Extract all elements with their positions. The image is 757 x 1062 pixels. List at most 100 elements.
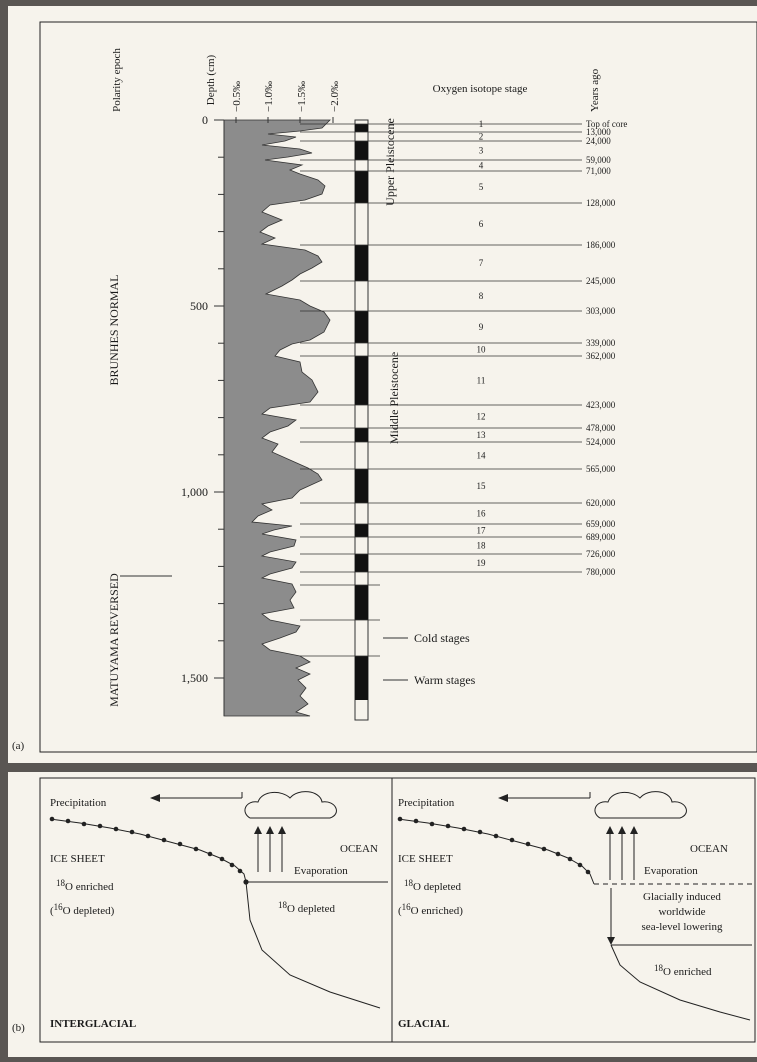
stage-years-label: 339,000 bbox=[586, 338, 616, 348]
years-header: Years ago bbox=[589, 68, 601, 112]
stage-number: 17 bbox=[477, 526, 487, 536]
cold-stage-bar bbox=[355, 524, 368, 537]
stage-years-label: 620,000 bbox=[586, 498, 616, 508]
cold-stage-bar bbox=[355, 245, 368, 281]
ig-ice-label: ICE SHEET bbox=[50, 853, 105, 865]
stage-number: 10 bbox=[477, 345, 487, 355]
upper-pleistocene-label: Upper Pleistocene bbox=[383, 118, 397, 206]
stage-years-label: Top of core bbox=[586, 119, 627, 129]
stage-number: 8 bbox=[479, 291, 484, 301]
stage-number: 2 bbox=[479, 132, 484, 142]
gl-sea-text-3: sea-level lowering bbox=[642, 921, 723, 933]
ig-title: INTERGLACIAL bbox=[50, 1018, 136, 1030]
isotope-tick-2: −1.5‰ bbox=[296, 81, 308, 112]
stage-years-label: 59,000 bbox=[586, 155, 611, 165]
matuyama-label: MATUYAMA REVERSED bbox=[107, 573, 121, 707]
gl-ocean-iso: 18O enriched bbox=[654, 963, 712, 978]
isotope-tick-3: −2.0‰ bbox=[329, 81, 341, 112]
stage-years-label: 13,000 bbox=[586, 127, 611, 137]
stage-years-label: 128,000 bbox=[586, 198, 616, 208]
ig-ice-dots bbox=[49, 816, 249, 885]
cold-stage-bar bbox=[355, 428, 368, 442]
stage-header: Oxygen isotope stage bbox=[433, 83, 528, 95]
cold-stage-bar bbox=[355, 656, 368, 700]
stage-number: 15 bbox=[477, 481, 487, 491]
gl-sea-text-2: worldwide bbox=[658, 906, 705, 918]
isotope-tick-1: −1.0‰ bbox=[263, 81, 275, 112]
gl-evap-label: Evaporation bbox=[644, 865, 698, 877]
isotope-tick-0: −0.5‰ bbox=[231, 81, 243, 112]
stage-years-label: 780,000 bbox=[586, 567, 616, 577]
stage-number: 4 bbox=[479, 161, 484, 171]
gl-title: GLACIAL bbox=[398, 1018, 449, 1030]
panel-b-paper bbox=[8, 772, 757, 1057]
ig-evap-arrow-3 bbox=[278, 826, 286, 834]
isotope-tick-marks bbox=[235, 117, 334, 123]
legend-cold-label: Cold stages bbox=[414, 631, 470, 645]
stage-number: 18 bbox=[477, 541, 487, 551]
gl-ice-label: ICE SHEET bbox=[398, 853, 453, 865]
gl-sea-lowering-arrow bbox=[607, 937, 615, 945]
cold-stage-bar bbox=[355, 469, 368, 503]
ig-precip-label: Precipitation bbox=[50, 797, 107, 809]
stage-number: 1 bbox=[479, 119, 484, 129]
stage-years-label: 689,000 bbox=[586, 532, 616, 542]
panel-a-label: (a) bbox=[12, 740, 25, 752]
isotope-curve bbox=[223, 119, 331, 717]
gl-seafloor bbox=[610, 944, 751, 1021]
stage-years-label: 362,000 bbox=[586, 351, 616, 361]
ig-seafloor bbox=[245, 881, 381, 1009]
stage-number: 3 bbox=[479, 146, 484, 156]
ig-evap-arrow-2 bbox=[266, 826, 274, 834]
legend-warm-label: Warm stages bbox=[414, 673, 476, 687]
gl-ice-dots bbox=[397, 816, 591, 875]
cold-stage-bar bbox=[355, 171, 368, 203]
gl-ocean-label: OCEAN bbox=[690, 843, 728, 855]
polarity-column bbox=[354, 119, 369, 721]
panel-b-frame bbox=[39, 777, 756, 1043]
cold-stage-bar bbox=[355, 554, 368, 572]
ig-ice-iso-1: 18O enriched bbox=[56, 878, 114, 893]
stage-years-label: 24,000 bbox=[586, 136, 611, 146]
stage-years-label: 186,000 bbox=[586, 240, 616, 250]
gl-ice-iso-1: 18O depleted bbox=[404, 878, 461, 893]
gl-evap-arrow-2 bbox=[618, 826, 626, 834]
gl-sea-text-1: Glacially induced bbox=[643, 891, 721, 903]
interglacial-diagram: Precipitation OCEAN Evaporation ICE SHEE… bbox=[49, 791, 388, 1030]
gl-evap-arrow-1 bbox=[606, 826, 614, 834]
stage-number: 14 bbox=[477, 451, 487, 461]
depth-tick-label: 1,500 bbox=[181, 671, 208, 685]
depth-tick-label: 500 bbox=[190, 299, 208, 313]
stage-number: 11 bbox=[477, 376, 486, 386]
panel-a-frame bbox=[39, 21, 757, 753]
gl-precip-label: Precipitation bbox=[398, 797, 455, 809]
stage-number: 12 bbox=[477, 412, 486, 422]
gl-ice-iso-2: (16O enriched) bbox=[398, 902, 463, 917]
stage-number: 7 bbox=[479, 258, 484, 268]
stage-years-label: 71,000 bbox=[586, 166, 611, 176]
depth-tick-label: 1,000 bbox=[181, 485, 208, 499]
stage-number: 19 bbox=[477, 558, 487, 568]
depth-tick-label: 0 bbox=[202, 113, 208, 127]
cold-stage-bar bbox=[355, 124, 368, 132]
ig-ice-iso-2: (16O depleted) bbox=[50, 902, 115, 917]
stage-years-label: 478,000 bbox=[586, 423, 616, 433]
stage-years-label: 524,000 bbox=[586, 437, 616, 447]
stage-number: 13 bbox=[477, 430, 487, 440]
cold-stage-bar bbox=[355, 356, 368, 405]
stage-years-label: 565,000 bbox=[586, 464, 616, 474]
glacial-diagram: Precipitation OCEAN Evaporation ICE SHEE… bbox=[397, 791, 752, 1030]
gl-evap-arrow-3 bbox=[630, 826, 638, 834]
depth-axis: 0 500 1,000 1,500 bbox=[181, 113, 224, 685]
stage-years-label: 726,000 bbox=[586, 549, 616, 559]
ig-ocean-iso: 18O depleted bbox=[278, 900, 335, 915]
ig-evap-arrow-1 bbox=[254, 826, 262, 834]
depth-header: Depth (cm) bbox=[205, 54, 217, 105]
ig-ocean-label: OCEAN bbox=[340, 843, 378, 855]
stage-years-label: 659,000 bbox=[586, 519, 616, 529]
cold-stage-bar bbox=[355, 585, 368, 620]
ig-evap-label: Evaporation bbox=[294, 865, 348, 877]
